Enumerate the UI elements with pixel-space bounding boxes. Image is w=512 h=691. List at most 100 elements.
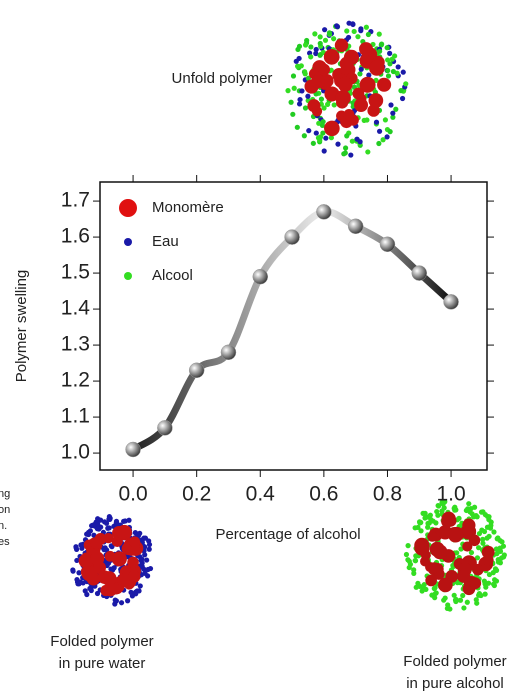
solvent — [398, 88, 403, 93]
solvent — [385, 45, 390, 50]
legend-marker — [119, 199, 137, 217]
data-point — [316, 204, 331, 219]
solvent — [390, 111, 395, 116]
solvent — [292, 86, 297, 91]
solvent — [485, 525, 490, 530]
solvent — [119, 600, 124, 605]
solvent — [299, 88, 304, 93]
solvent — [496, 559, 501, 564]
solvent — [386, 73, 391, 78]
solvent — [323, 38, 328, 43]
solvent — [319, 97, 324, 102]
data-point — [221, 345, 236, 360]
solvent — [138, 583, 143, 588]
monomer — [377, 78, 391, 92]
monomer — [340, 57, 354, 71]
solvent — [312, 31, 317, 36]
solvent — [285, 88, 290, 93]
solvent — [297, 44, 302, 49]
solvent — [139, 557, 144, 562]
annotation: Folded polymer — [50, 633, 153, 650]
data-point — [253, 269, 268, 284]
monomer — [462, 541, 472, 551]
solvent — [299, 63, 304, 68]
y-tick-label: 1.7 — [61, 189, 90, 212]
solvent — [352, 29, 357, 34]
solvent — [302, 133, 307, 138]
solvent — [484, 536, 489, 541]
solvent — [477, 531, 482, 536]
solvent — [452, 593, 457, 598]
solvent — [318, 34, 323, 39]
solvent — [434, 509, 439, 514]
solvent — [385, 57, 390, 62]
solvent — [334, 23, 339, 28]
legend-label: Eau — [152, 233, 179, 250]
solvent — [303, 42, 308, 47]
data-point — [444, 294, 459, 309]
cropped-text: n. — [0, 520, 7, 532]
monomer — [356, 94, 366, 104]
solvent — [114, 521, 119, 526]
solvent — [343, 145, 348, 150]
solvent — [76, 581, 81, 586]
solvent — [350, 139, 355, 144]
molecules — [70, 21, 507, 612]
solvent — [377, 129, 382, 134]
solvent — [113, 598, 118, 603]
solvent — [421, 586, 426, 591]
solvent — [418, 528, 423, 533]
solvent — [308, 54, 313, 59]
solvent — [322, 148, 327, 153]
monomer — [462, 526, 473, 537]
solvent — [364, 25, 369, 30]
solvent — [430, 518, 435, 523]
solvent — [377, 49, 382, 54]
legend-label: Alcool — [152, 267, 193, 284]
solvent — [466, 501, 471, 506]
solvent — [308, 44, 313, 49]
monomer — [447, 527, 461, 541]
monomer — [90, 537, 102, 549]
solvent — [492, 577, 497, 582]
data-point — [189, 363, 204, 378]
solvent — [483, 585, 488, 590]
x-tick-label: 0.0 — [118, 483, 147, 506]
monomer — [359, 42, 373, 56]
monomer — [127, 557, 139, 569]
data-point — [412, 266, 427, 281]
solvent — [443, 595, 448, 600]
solvent — [125, 598, 130, 603]
monomer — [414, 540, 429, 555]
monomer — [324, 121, 340, 137]
solvent — [291, 73, 296, 78]
monomer — [369, 93, 384, 108]
data-point — [157, 420, 172, 435]
monomer — [79, 554, 93, 568]
annotation: Folded polymer — [403, 653, 506, 670]
solvent — [76, 570, 81, 575]
legend-marker — [124, 272, 132, 280]
solvent — [482, 529, 487, 534]
monomer — [441, 512, 455, 526]
solvent — [400, 96, 405, 101]
monomer — [318, 64, 330, 76]
monomer — [312, 106, 322, 116]
solvent — [70, 569, 75, 574]
solvent — [107, 525, 112, 530]
solvent — [108, 566, 113, 571]
solvent — [411, 571, 416, 576]
y-tick-label: 1.6 — [61, 225, 90, 248]
monomer — [128, 570, 140, 582]
legend-marker — [124, 238, 132, 246]
cropped-text: es — [0, 536, 10, 548]
solvent — [147, 547, 152, 552]
x-tick-label: 0.4 — [246, 483, 276, 506]
solvent — [359, 67, 364, 72]
solvent — [396, 64, 401, 69]
solvent — [379, 42, 384, 47]
monomer — [369, 60, 385, 76]
solvent — [294, 59, 299, 64]
solvent — [456, 516, 461, 521]
solvent — [404, 552, 409, 557]
